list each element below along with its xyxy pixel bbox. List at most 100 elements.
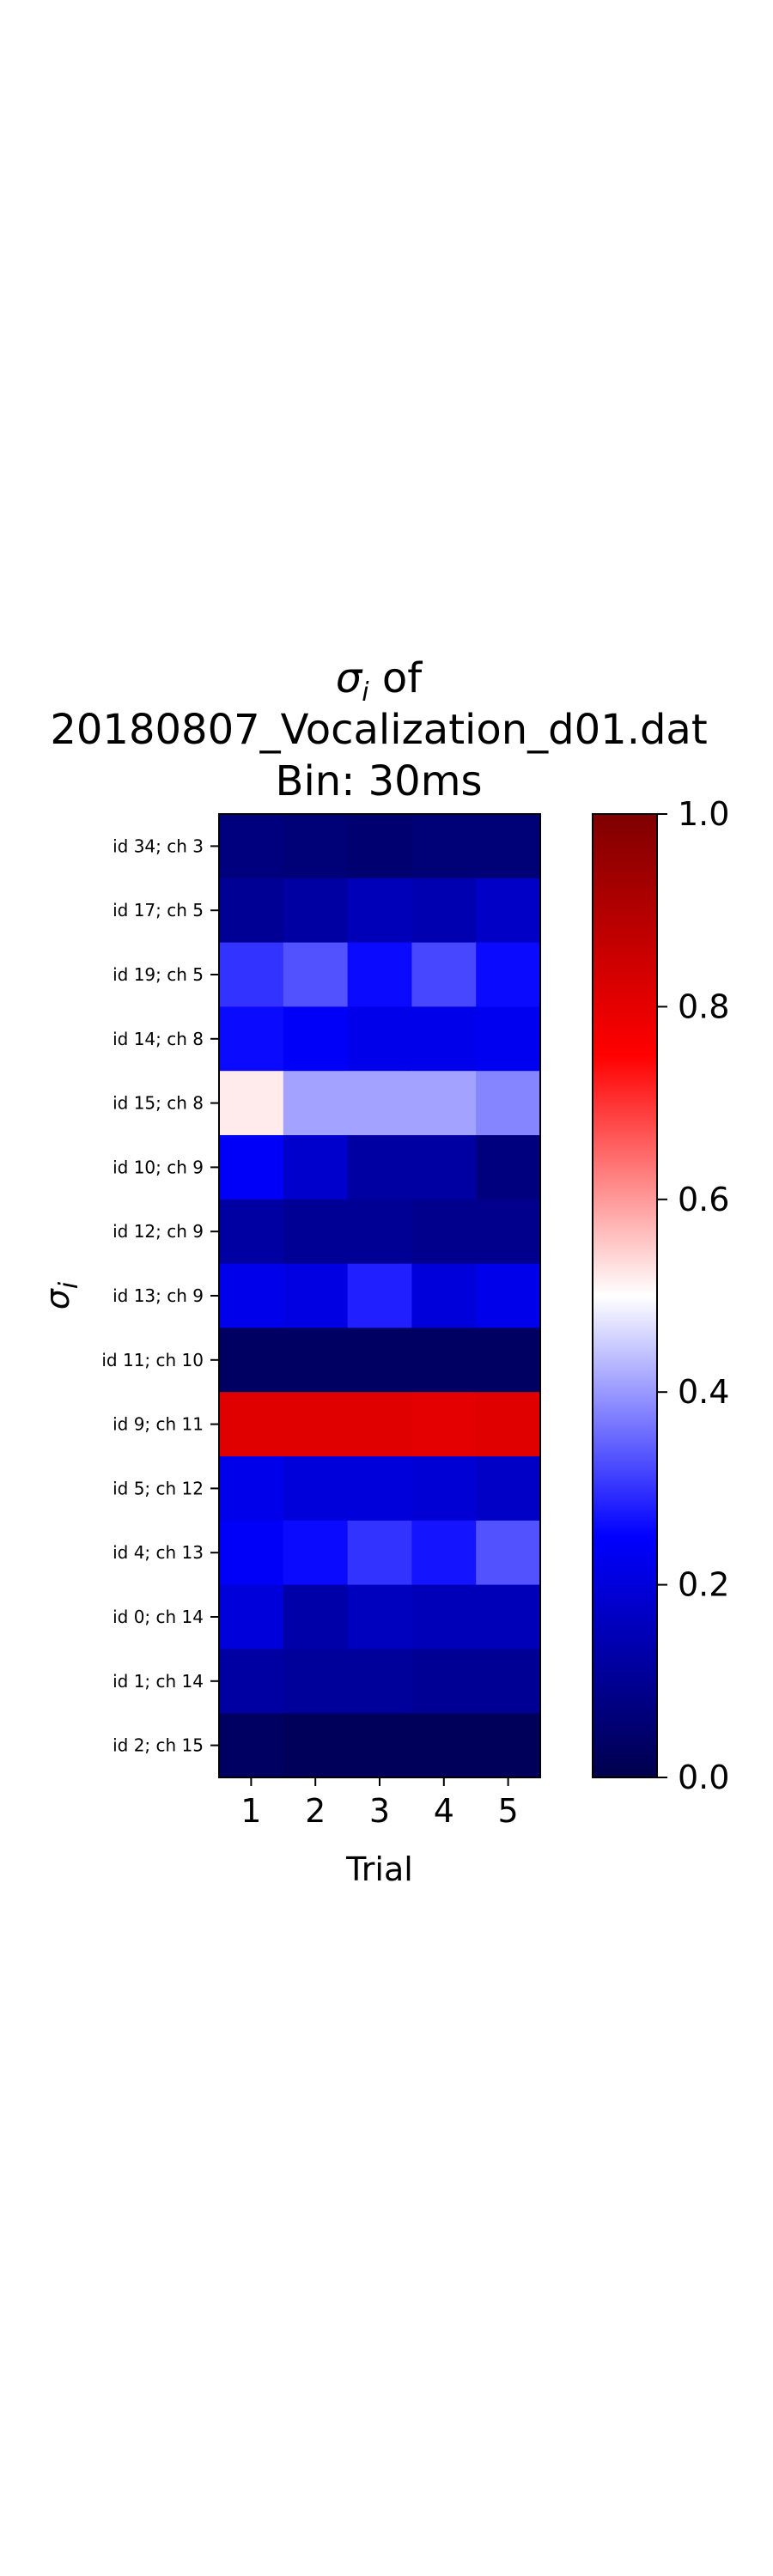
y-axis-ticks: id 34; ch 3 id 17; ch 5 id 19; ch 5 id 14; …	[101, 835, 219, 1756]
heatmap-cell	[476, 814, 541, 879]
chart-title-line-2: 20180807_Vocalization_d01.dat	[50, 706, 707, 754]
y-label-sigma-subscript: i	[54, 1281, 84, 1289]
heatmap-cell	[219, 1584, 284, 1649]
title-of-word: of	[382, 654, 423, 702]
heatmap-cell	[283, 878, 349, 944]
y-tick-label: id 14; ch 8	[113, 1029, 204, 1049]
heatmap-cell	[347, 1520, 412, 1586]
y-tick-label: id 2; ch 15	[113, 1735, 204, 1756]
heatmap-cell	[283, 1584, 349, 1649]
heatmap-cell	[411, 1649, 477, 1714]
heatmap-cell	[411, 1006, 477, 1072]
heatmap-cell	[347, 942, 412, 1007]
heatmap-cell	[411, 942, 477, 1007]
heatmap-cell	[219, 1520, 284, 1586]
x-tick-label: 3	[369, 1792, 390, 1830]
heatmap-cell	[347, 1392, 412, 1457]
heatmap-cell	[347, 1713, 412, 1778]
heatmap-cell	[347, 814, 412, 879]
y-tick-label: id 12; ch 9	[113, 1221, 204, 1242]
heatmap-cell	[411, 1263, 477, 1328]
heatmap-cell	[219, 878, 284, 944]
y-tick-label: id 34; ch 3	[113, 835, 204, 856]
heatmap-cell	[283, 1327, 349, 1393]
title-sigma-subscript: i	[362, 677, 369, 708]
colorbar-tick-label: 0.0	[678, 1759, 729, 1796]
heatmap-cell	[283, 942, 349, 1007]
y-tick-label: id 5; ch 12	[113, 1478, 204, 1498]
heatmap-cell	[476, 1456, 541, 1522]
heatmap-cell	[219, 1713, 284, 1778]
heatmap-cell	[411, 1456, 477, 1522]
heatmap-cell	[347, 1456, 412, 1522]
heatmap-cell	[476, 1071, 541, 1136]
heatmap-cell	[476, 1006, 541, 1072]
y-tick-label: id 15; ch 8	[113, 1093, 204, 1114]
heatmap-cell	[411, 878, 477, 944]
heatmap-cell	[347, 1199, 412, 1265]
y-tick-label: id 17; ch 5	[113, 900, 204, 920]
heatmap-cell	[476, 1199, 541, 1265]
title-sigma-symbol: σ	[336, 654, 363, 702]
heatmap-cell	[283, 814, 349, 879]
heatmap-cell	[219, 814, 284, 879]
heatmap-cell	[411, 1584, 477, 1649]
heatmap-cell	[476, 1263, 541, 1328]
heatmap-cell	[219, 1006, 284, 1072]
heatmap-cell	[283, 1520, 349, 1586]
y-tick-label: id 19; ch 5	[113, 964, 204, 985]
colorbar-tick-label: 0.4	[678, 1373, 729, 1411]
heatmap-cell	[411, 1135, 477, 1200]
colorbar-tick-label: 0.6	[678, 1181, 729, 1218]
colorbar-tick-label: 1.0	[678, 795, 729, 833]
heatmap-cell	[219, 942, 284, 1007]
y-tick-label: id 11; ch 10	[101, 1350, 204, 1370]
colorbar	[593, 814, 657, 1777]
heatmap-cell	[219, 1199, 284, 1265]
heatmap-cell	[283, 1006, 349, 1072]
y-axis-label: σi	[39, 1281, 84, 1309]
heatmap-cells	[219, 814, 541, 1778]
colorbar-ticks: 0.0 0.2 0.4 0.6 0.8 1.0	[657, 795, 729, 1796]
heatmap-cell	[283, 1456, 349, 1522]
heatmap-cell	[219, 1135, 284, 1200]
y-tick-label: id 1; ch 14	[113, 1671, 204, 1692]
y-label-sigma-symbol: σ	[39, 1287, 76, 1309]
heatmap-cell	[476, 1135, 541, 1200]
heatmap-cell	[347, 1327, 412, 1393]
heatmap-cell	[411, 1520, 477, 1586]
x-tick-label: 2	[305, 1792, 326, 1830]
y-tick-label: id 0; ch 14	[113, 1607, 204, 1627]
colorbar-tick-label: 0.8	[678, 987, 729, 1025]
heatmap-cell	[347, 1135, 412, 1200]
colorbar-tick-label: 0.2	[678, 1566, 729, 1604]
x-tick-label: 1	[240, 1792, 261, 1830]
heatmap-cell	[476, 1520, 541, 1586]
y-tick-label: id 10; ch 9	[113, 1157, 204, 1177]
heatmap-cell	[476, 1649, 541, 1714]
heatmap-cell	[283, 1649, 349, 1714]
heatmap-cell	[411, 1199, 477, 1265]
y-tick-label: id 4; ch 13	[113, 1542, 204, 1563]
heatmap-cell	[411, 1327, 477, 1393]
heatmap-cell	[476, 1584, 541, 1649]
heatmap-cell	[283, 1199, 349, 1265]
heatmap-cell	[283, 1071, 349, 1136]
heatmap-cell	[347, 1584, 412, 1649]
x-tick-label: 4	[434, 1792, 454, 1830]
heatmap-cell	[411, 1713, 477, 1778]
heatmap-cell	[347, 878, 412, 944]
heatmap-cell	[347, 1649, 412, 1714]
heatmap-cell	[219, 1327, 284, 1393]
x-tick-label: 5	[498, 1792, 519, 1830]
heatmap-cell	[411, 1071, 477, 1136]
x-axis-ticks: 1 2 3 4 5	[240, 1777, 519, 1830]
heatmap-cell	[476, 1392, 541, 1457]
heatmap-cell	[219, 1392, 284, 1457]
heatmap-cell	[283, 1713, 349, 1778]
heatmap-cell	[219, 1456, 284, 1522]
chart-title-line-3: Bin: 30ms	[276, 757, 483, 805]
colorbar-frame	[592, 813, 658, 1778]
heatmap-cell	[347, 1006, 412, 1072]
